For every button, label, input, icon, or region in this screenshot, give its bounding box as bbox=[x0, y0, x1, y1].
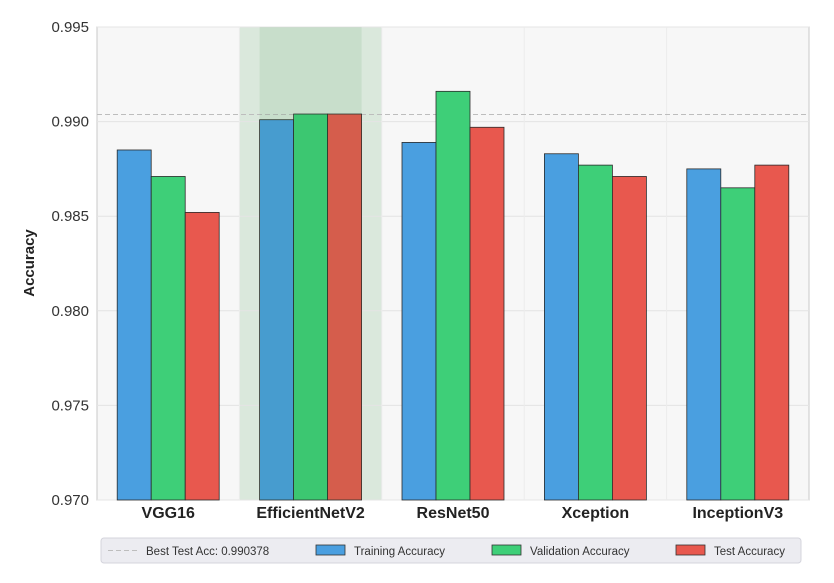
bar-test-accuracy-resnet50 bbox=[469, 126, 505, 501]
bar-validation-accuracy-resnet50 bbox=[435, 90, 471, 501]
x-tick-label: EfficientNetV2 bbox=[256, 505, 365, 522]
bar-test-accuracy-efficientnetv2 bbox=[327, 113, 363, 501]
y-tick-label: 0.990 bbox=[51, 114, 89, 131]
bar-training-accuracy-resnet50 bbox=[401, 142, 437, 501]
legend-reference-label: Best Test Acc: 0.990378 bbox=[146, 546, 269, 558]
x-tick-label: VGG16 bbox=[142, 505, 195, 522]
y-tick-label: 0.970 bbox=[51, 492, 89, 509]
legend-box bbox=[100, 537, 802, 564]
y-tick-label: 0.980 bbox=[51, 303, 89, 320]
y-tick-label: 0.995 bbox=[51, 19, 89, 36]
legend-label-test: Test Accuracy bbox=[714, 546, 785, 558]
bar-validation-accuracy-vgg16 bbox=[150, 176, 186, 501]
legend-label-training: Training Accuracy bbox=[354, 546, 445, 558]
x-tick-labels: VGG16 EfficientNetV2 ResNet50 Xception Incep… bbox=[142, 505, 784, 522]
y-tick-label: 0.975 bbox=[51, 397, 89, 414]
y-axis-label: Accuracy bbox=[21, 229, 38, 297]
bar-test-accuracy-vgg16 bbox=[184, 212, 220, 501]
highlight-overlay bbox=[259, 27, 362, 500]
bar-training-accuracy-vgg16 bbox=[116, 149, 152, 501]
legend-swatch-validation bbox=[491, 544, 522, 556]
legend-label-validation: Validation Accuracy bbox=[530, 546, 630, 558]
y-tick-labels: 0.970 0.975 0.980 0.985 0.990 0.995 bbox=[51, 19, 89, 509]
x-tick-label: Xception bbox=[562, 505, 630, 522]
legend: Best Test Acc: 0.990378 Training Accurac… bbox=[100, 537, 802, 564]
bar-layer bbox=[116, 27, 790, 501]
bar-validation-accuracy-xception bbox=[578, 164, 613, 501]
y-tick-label: 0.985 bbox=[51, 208, 89, 225]
bar-validation-accuracy-inceptionv3 bbox=[720, 187, 756, 501]
x-tick-label: InceptionV3 bbox=[692, 505, 783, 522]
bar-test-accuracy-inceptionv3 bbox=[754, 164, 790, 501]
bar-training-accuracy-xception bbox=[544, 153, 579, 501]
x-tick-label: ResNet50 bbox=[417, 505, 490, 522]
bar-training-accuracy-efficientnetv2 bbox=[259, 119, 295, 501]
bar-test-accuracy-xception bbox=[612, 176, 647, 501]
legend-swatch-training bbox=[315, 544, 346, 556]
legend-swatch-test bbox=[675, 544, 706, 556]
bar-training-accuracy-inceptionv3 bbox=[686, 168, 722, 501]
